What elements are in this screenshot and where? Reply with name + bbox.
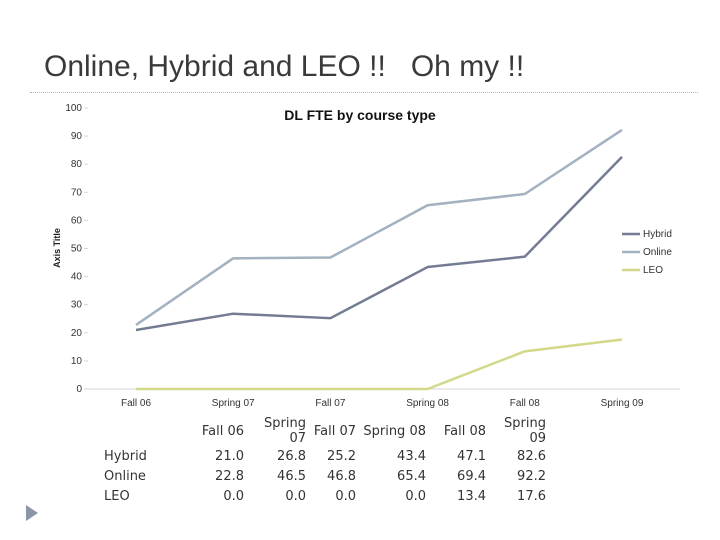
table-row: Hybrid 21.0 26.8 25.2 43.4 47.1 82.6 — [104, 446, 546, 466]
table-header-row: Fall 06 Spring 07 Fall 07 Spring 08 Fall 08 S… — [104, 416, 546, 446]
table-cell: 21.0 — [215, 448, 244, 464]
table-cell: 46.8 — [327, 468, 356, 484]
chart-title: DL FTE by course type — [284, 107, 436, 123]
legend: Hybrid Online LEO — [622, 229, 672, 276]
y-tick-label: 40 — [71, 272, 83, 283]
table-body: Hybrid 21.0 26.8 25.2 43.4 47.1 82.6 Online 22.8… — [104, 446, 546, 506]
table-column-header: Spring 07 — [264, 416, 306, 446]
y-tick-label: 20 — [71, 328, 83, 339]
table-cell: 92.2 — [517, 468, 546, 484]
table-cell: 43.4 — [397, 448, 426, 464]
y-tick-label: 80 — [71, 159, 83, 170]
table-row-label: LEO — [104, 488, 130, 504]
y-tick-label: 100 — [65, 103, 82, 114]
table-cell: 65.4 — [397, 468, 426, 484]
table-column-header: Fall 06 — [201, 423, 244, 439]
table-column-header: Spring 08 — [363, 423, 426, 439]
table-cell: 47.1 — [457, 448, 486, 464]
table-cell: 69.4 — [457, 468, 486, 484]
table-cell: 0.0 — [223, 488, 244, 504]
table-cell: 26.8 — [277, 448, 306, 464]
table-cell: 82.6 — [517, 448, 546, 464]
table-cell: 22.8 — [215, 468, 244, 484]
y-tick-labels: 0 10 20 30 40 50 60 70 80 90 100 — [65, 103, 88, 395]
y-axis-title: Axis Title — [52, 228, 62, 268]
x-tick-labels: Fall 06 Spring 07 Fall 07 Spring 08 Fall 08 S… — [121, 398, 644, 409]
series-line-leo — [136, 338, 623, 391]
table-column-header: Spring 09 — [504, 416, 546, 446]
table-cell: 25.2 — [327, 448, 356, 464]
y-tick-label: 60 — [71, 215, 83, 226]
slide-nav-arrow-icon[interactable] — [26, 505, 38, 521]
series-lines — [135, 128, 623, 391]
x-tick-label: Fall 06 — [121, 398, 151, 409]
table-cell: 0.0 — [335, 488, 356, 504]
line-chart: DL FTE by course type Axis Title 0 10 20 30… — [52, 103, 680, 409]
table-row: LEO 0.0 0.0 0.0 0.0 13.4 17.6 — [104, 486, 546, 506]
table-cell: 17.6 — [517, 488, 546, 504]
y-tick-label: 0 — [76, 384, 82, 395]
table-cell: 46.5 — [277, 468, 306, 484]
x-tick-label: Spring 08 — [406, 398, 449, 409]
slide-title: Online, Hybrid and LEO !! Oh my !! — [44, 50, 525, 83]
table-row-label: Online — [104, 468, 146, 484]
table-row: Online 22.8 46.5 46.8 65.4 69.4 92.2 — [104, 466, 546, 486]
table-cell: 0.0 — [285, 488, 306, 504]
x-tick-label: Spring 09 — [601, 398, 644, 409]
title-divider — [30, 92, 698, 93]
y-tick-label: 50 — [71, 244, 83, 255]
series-line-online — [135, 128, 623, 326]
table-row-label: Hybrid — [104, 448, 147, 464]
y-tick-label: 30 — [71, 300, 83, 311]
table-column-header: Fall 07 — [313, 423, 356, 439]
x-tick-label: Fall 08 — [510, 398, 540, 409]
data-table: Fall 06 Spring 07 Fall 07 Spring 08 Fall 08 S… — [104, 416, 546, 506]
legend-label-hybrid: Hybrid — [643, 229, 672, 240]
table-cell: 0.0 — [405, 488, 426, 504]
table-corner — [104, 416, 188, 446]
legend-label-online: Online — [643, 247, 672, 258]
legend-label-leo: LEO — [643, 265, 663, 276]
x-tick-label: Spring 07 — [212, 398, 255, 409]
series-line-hybrid — [135, 156, 623, 332]
table-column-header: Fall 08 — [443, 423, 486, 439]
y-tick-label: 90 — [71, 131, 83, 142]
y-tick-label: 70 — [71, 187, 83, 198]
x-tick-label: Fall 07 — [315, 398, 345, 409]
table-cell: 13.4 — [457, 488, 486, 504]
y-tick-label: 10 — [71, 356, 83, 367]
